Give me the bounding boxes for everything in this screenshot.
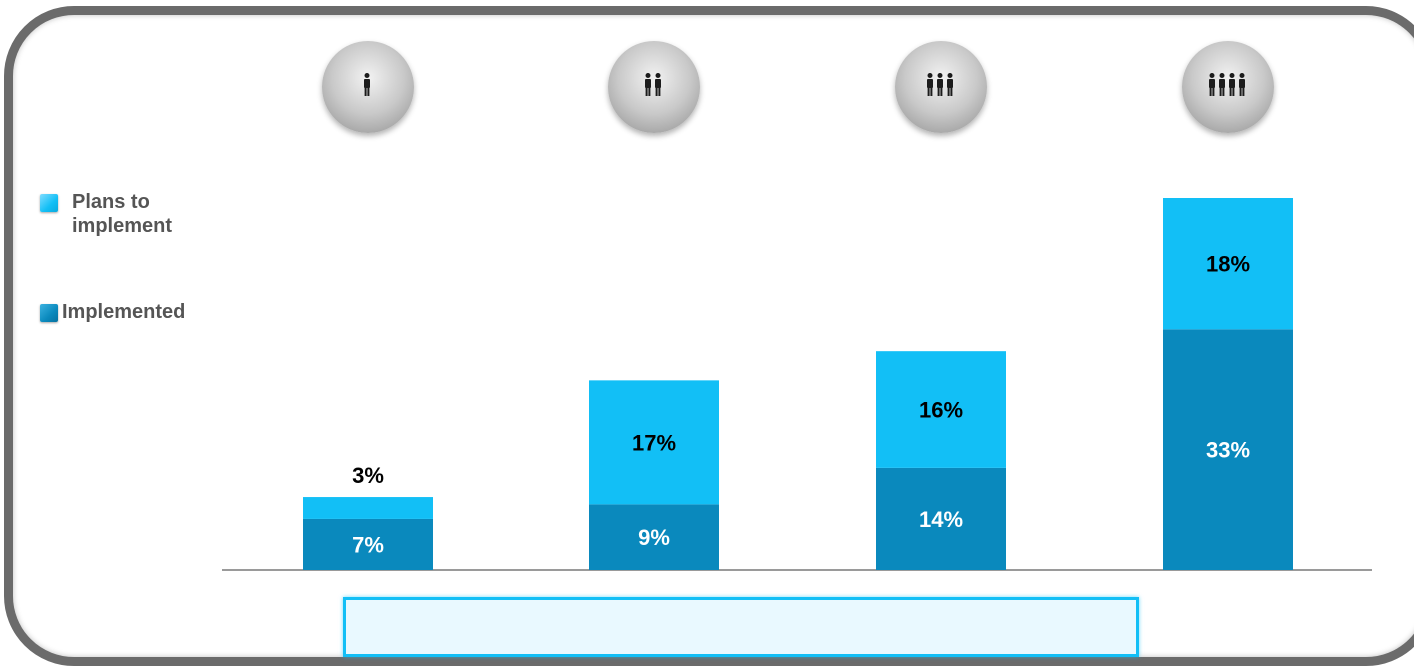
data-label-plans: 16% (919, 398, 963, 423)
data-label-implemented: 7% (352, 532, 384, 557)
two-people-icon (644, 73, 664, 101)
callout-box (343, 597, 1139, 657)
legend-label-plans: Plans to implement (72, 191, 173, 237)
group-circle (608, 41, 700, 133)
legend-swatch-plans (40, 194, 58, 212)
legend-item-plans: Plans to implement (40, 190, 212, 238)
data-label-plans: 17% (632, 430, 676, 455)
data-label-implemented: 33% (1206, 438, 1250, 463)
bar-implemented (303, 518, 433, 570)
legend-label-implemented: Implemented (62, 301, 186, 323)
legend-item-implemented: Implemented (40, 300, 262, 324)
four-people-icon (1208, 73, 1248, 101)
data-label-implemented: 9% (638, 525, 670, 550)
bar-plans (876, 351, 1006, 468)
bar-plans (589, 380, 719, 505)
group-circle (1182, 41, 1274, 133)
group-circle (895, 41, 987, 133)
three-people-icon (926, 73, 956, 101)
data-label-implemented: 14% (919, 507, 963, 532)
legend-swatch-implemented (40, 304, 58, 322)
bar-implemented (589, 504, 719, 570)
data-label-plans: 18% (1206, 252, 1250, 277)
data-label-plans: 3% (352, 463, 384, 488)
one-person-icon (363, 73, 373, 101)
stacked-bar-chart: 7% 3% 9% 17% 14% 16% 33% 18% (222, 198, 1372, 571)
bar-implemented (1163, 329, 1293, 570)
bar-implemented (876, 467, 1006, 570)
group-circle (322, 41, 414, 133)
bar-plans (1163, 198, 1293, 330)
bar-plans (303, 497, 433, 519)
